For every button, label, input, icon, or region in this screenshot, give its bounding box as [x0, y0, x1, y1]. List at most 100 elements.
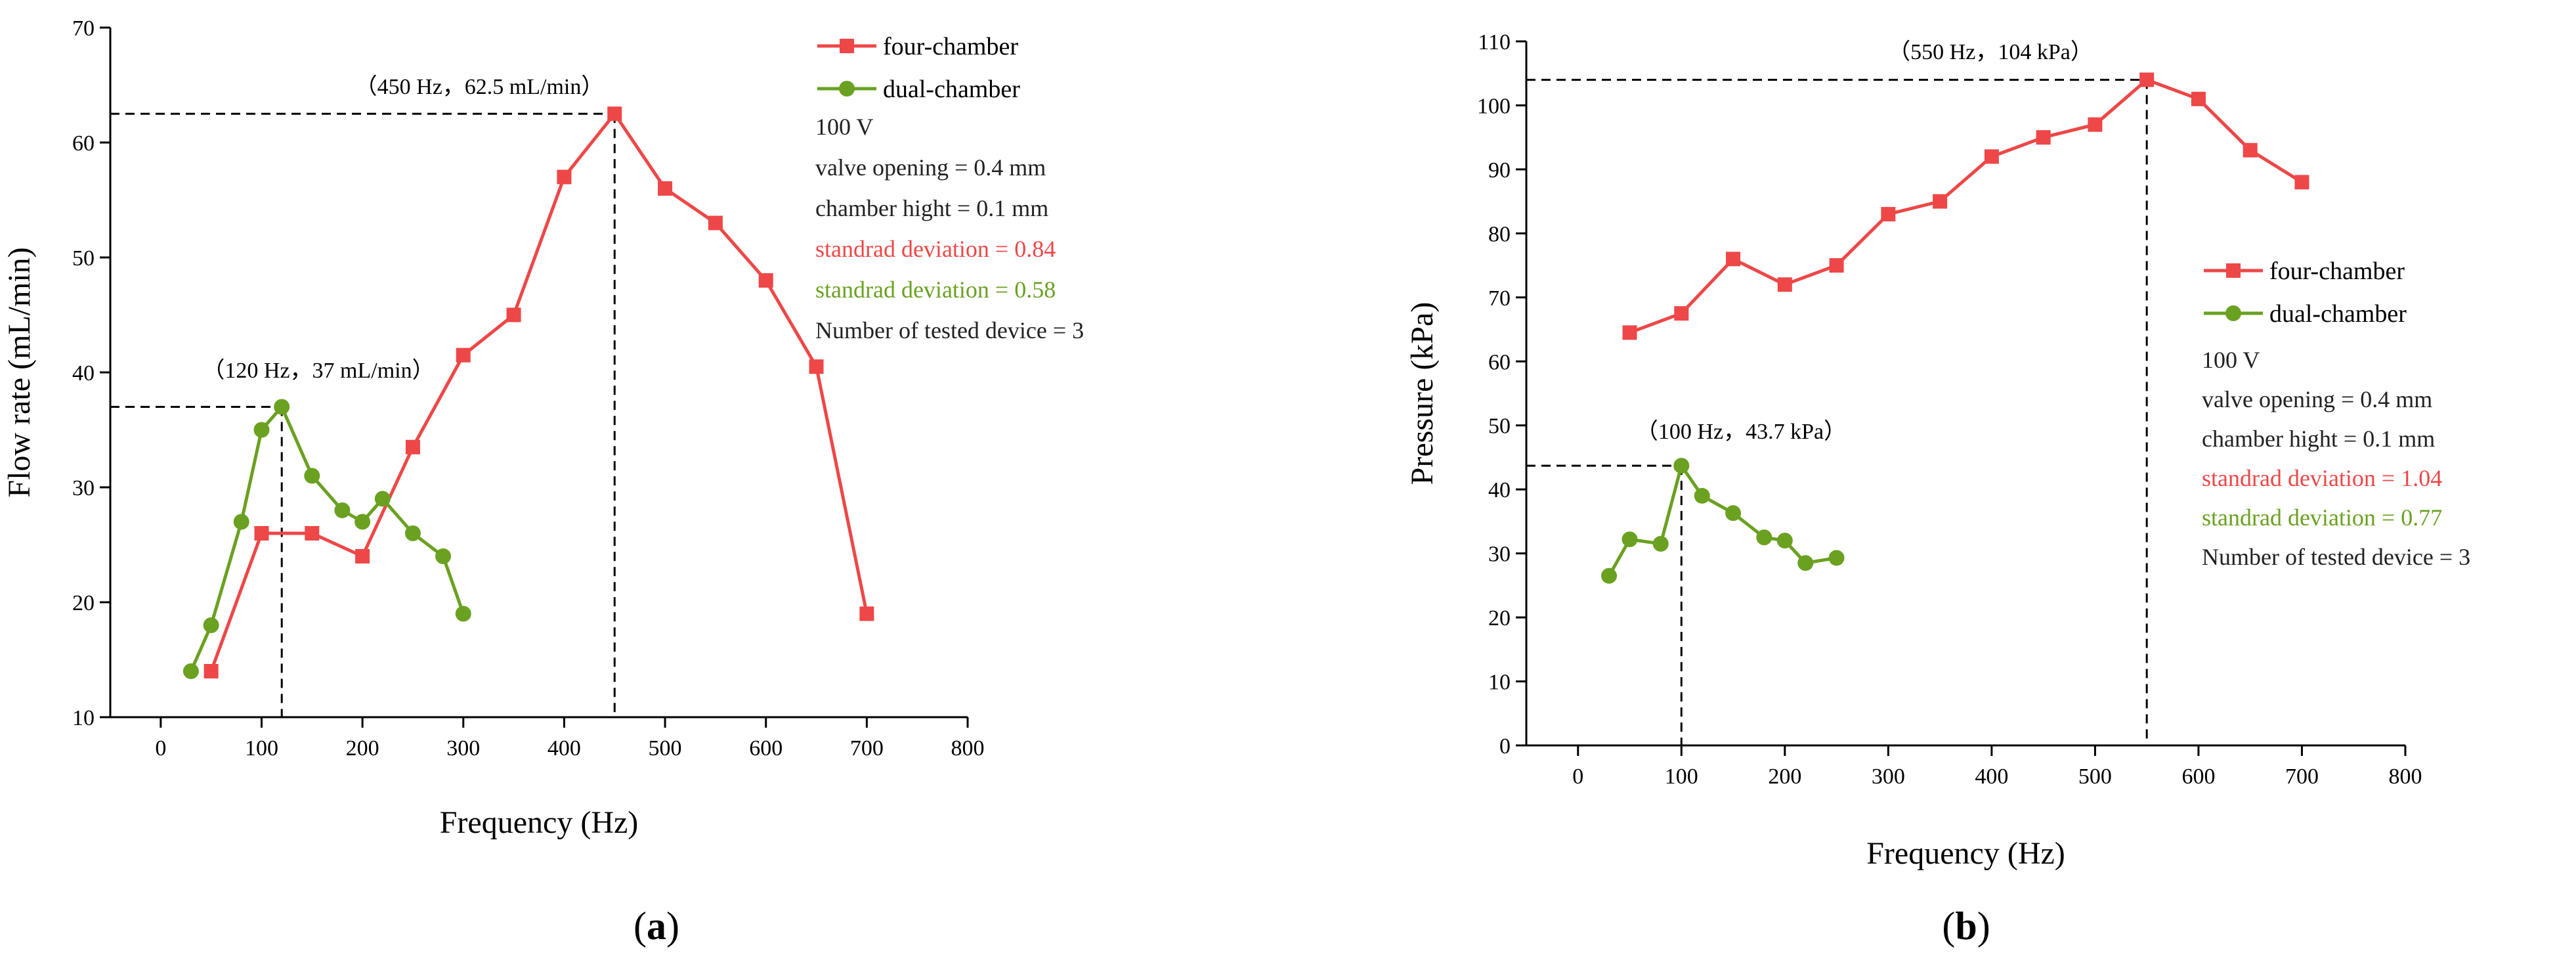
four-chamber-point: [658, 181, 673, 196]
four-chamber-point: [2139, 72, 2155, 87]
y-tick-label: 40: [72, 361, 95, 386]
condition-note: chamber hight = 0.1 mm: [2202, 426, 2435, 452]
peak-annotation: （450 Hz，62.5 mL/min）: [355, 74, 604, 99]
x-tick-label: 0: [155, 736, 166, 761]
panel-label: (a): [633, 904, 679, 948]
dual-chamber-point: [435, 548, 452, 564]
x-tick-label: 200: [346, 736, 379, 761]
condition-note: 100 V: [2202, 347, 2260, 373]
condition-note: standrad deviation = 1.04: [2202, 465, 2442, 491]
dual-chamber-line: [1607, 464, 1837, 577]
dual-chamber-point: [1694, 487, 1710, 504]
four-chamber-point: [859, 606, 874, 621]
y-tick-label: 80: [1488, 222, 1511, 246]
chart-panel-b: 0 100 200 300 400 500 600 700 800 0 10 20 30 40 50 60 70…: [1288, 0, 2576, 972]
four-chamber-point: [2243, 143, 2258, 158]
dual-chamber-point: [1828, 550, 1845, 566]
y-tick-label: 20: [1488, 606, 1511, 630]
dual-chamber-point: [182, 663, 199, 679]
dual-chamber-point: [304, 468, 320, 484]
condition-note: Number of tested device = 3: [2202, 544, 2470, 570]
y-tick-label: 30: [1488, 542, 1511, 567]
dual-chamber-point: [253, 422, 270, 438]
x-tick-label: 500: [649, 736, 682, 761]
dual-chamber-point: [374, 491, 391, 507]
panel-label-close: ): [1977, 904, 1990, 948]
legend-label: four-chamber: [2269, 257, 2405, 285]
chart-panel-a: 0 100 200 300 400 500 600 700 800 10 20 30 40 50 60 70 F…: [2, 16, 1084, 948]
four-chamber-line: [209, 112, 869, 672]
x-tick-label: 400: [547, 736, 581, 761]
four-chamber-point: [557, 169, 572, 185]
panel-label-letter: a: [647, 904, 666, 948]
flow-rate-chart: 0 100 200 300 400 500 600 700 800 10 20 30 40 50 60 70 F…: [2, 16, 1084, 948]
dual-chamber-point: [1652, 536, 1669, 552]
four-chamber-point: [2036, 130, 2051, 145]
four-chamber-point: [204, 664, 219, 678]
y-tick-label: 50: [72, 246, 95, 271]
x-tick-label: 200: [1768, 764, 1801, 789]
dual-chamber-point: [1601, 567, 1618, 584]
dual-chamber-point: [274, 399, 290, 415]
condition-note: 100 V: [815, 114, 873, 140]
four-chamber-point: [2191, 91, 2206, 106]
panel-label-letter: b: [1955, 904, 1977, 948]
four-chamber-point: [1829, 258, 1844, 273]
x-tick-label: 700: [2285, 764, 2319, 789]
legend-marker: [2225, 305, 2241, 321]
condition-note: valve opening = 0.4 mm: [815, 154, 1046, 181]
y-tick-label: 10: [1488, 671, 1511, 695]
panel-label: (b): [1942, 904, 1990, 948]
x-tick-label: 700: [850, 736, 884, 761]
dual-chamber-point: [203, 617, 219, 633]
y-tick-label: 70: [1488, 286, 1511, 311]
four-chamber-point: [1777, 277, 1792, 292]
dual-chamber-point: [1725, 505, 1742, 521]
four-chamber-point: [809, 359, 824, 374]
y-tick-label: 40: [1488, 478, 1511, 502]
four-chamber-point: [1984, 149, 1999, 164]
dual-chamber-point: [404, 525, 421, 541]
x-axis-title: Frequency (Hz): [1866, 836, 2065, 871]
four-chamber-point: [405, 439, 420, 454]
panel-label-open: (: [1942, 904, 1955, 948]
y-tick-label: 50: [1488, 414, 1511, 439]
dual-chamber-point: [1673, 458, 1690, 474]
x-tick-label: 100: [245, 736, 278, 761]
four-chamber-point: [1726, 252, 1741, 267]
condition-note: Number of tested device = 3: [815, 317, 1084, 343]
condition-note: standrad deviation = 0.84: [815, 236, 1056, 262]
four-chamber-point: [758, 273, 773, 288]
legend-label: dual-chamber: [2269, 300, 2407, 328]
y-axis-title: Flow rate (mL/min): [2, 247, 37, 497]
dual-chamber-point: [1776, 533, 1793, 549]
x-axis-title: Frequency (Hz): [440, 805, 639, 840]
x-tick-label: 800: [2389, 764, 2422, 789]
peak-annotation: （120 Hz，37 mL/min）: [202, 358, 434, 383]
condition-note: chamber hight = 0.1 mm: [815, 195, 1048, 221]
y-tick-label: 20: [72, 591, 95, 615]
four-chamber-point: [1674, 306, 1689, 321]
dual-chamber-point: [1797, 555, 1814, 571]
legend-label: four-chamber: [883, 33, 1018, 60]
four-chamber-point: [1622, 325, 1637, 340]
four-chamber-point: [506, 307, 521, 322]
four-chamber-line: [1629, 77, 2303, 334]
dual-chamber-point: [455, 606, 471, 622]
four-chamber-point: [355, 549, 370, 563]
four-chamber-point: [607, 106, 622, 121]
x-tick-label: 800: [951, 736, 985, 761]
x-tick-label: 300: [446, 736, 480, 761]
y-tick-label: 30: [72, 476, 95, 500]
four-chamber-point: [708, 215, 723, 231]
y-tick-label: 0: [1499, 734, 1511, 759]
y-tick-label: 70: [72, 16, 95, 41]
x-tick-label: 600: [2181, 764, 2215, 789]
y-tick-label: 110: [1478, 30, 1511, 55]
four-chamber-point: [305, 526, 320, 541]
panel-label-close: ): [666, 904, 679, 948]
condition-note: standrad deviation = 0.77: [2202, 504, 2442, 531]
four-chamber-point: [1933, 194, 1948, 209]
panel-label-open: (: [633, 904, 647, 948]
dual-chamber-point: [233, 514, 249, 530]
